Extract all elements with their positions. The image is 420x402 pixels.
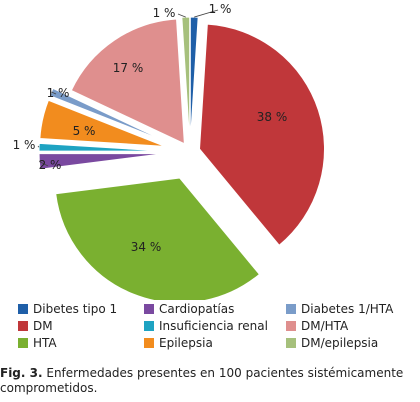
pie-slice-dm-epilepsia [181,16,191,143]
legend-item-epilepsia: Epilepsia [144,336,213,350]
pie-slice-dm-hta [70,18,185,145]
pie-slice-epilepsia [39,99,165,147]
legend-swatch [286,321,296,331]
legend-swatch [18,304,28,314]
legend-swatch [286,304,296,314]
pie-slice-insuficiencia-renal [38,142,165,152]
pie-chart: 1 %38 %34 %2 %1 %5 %1 %17 %1 % [13,2,326,300]
pie-data-label: 1 % [47,86,70,100]
pie-data-label: 38 % [257,110,288,124]
pie-data-label: 1 % [13,138,36,152]
figure-caption: Fig. 3. Enfermedades presentes en 100 pa… [0,366,420,396]
legend-label: DM/HTA [301,319,349,333]
legend-item-dm: DM [18,319,53,333]
pie-slice-dm [198,23,326,246]
figure-label: Fig. 3. [0,366,43,380]
legend-item-hta: HTA [18,336,57,350]
pie-labels: 1 %38 %34 %2 %1 %5 %1 %17 %1 % [13,2,288,254]
leader-lines [37,9,219,167]
legend-item-diabetes-1-hta: Diabetes 1/HTA [286,302,393,316]
pie-data-label: 17 % [113,61,144,75]
leader-line [51,91,57,95]
pie-slice-hta [55,177,261,300]
legend-item-dm-hta: DM/HTA [286,319,348,333]
legend-label: DM/epilepsia [301,336,379,350]
legend-label: Cardiopatías [159,302,235,316]
pie-data-label: 34 % [131,240,162,254]
legend-item-insuficiencia-renal: Insuficiencia renal [144,319,268,333]
leader-line [39,161,49,167]
leader-line [194,9,219,18]
leader-line [37,145,40,148]
legend-swatch [286,338,296,348]
legend-swatch [144,338,154,348]
pie-data-label: 1 % [209,2,232,16]
figure-caption-text: Enfermedades presentes en 100 pacientes … [0,366,404,395]
legend-label: Epilepsia [159,336,213,350]
legend-label: DM [33,319,53,333]
legend-swatch [18,321,28,331]
pie-slice-dibetes-tipo-1 [189,16,199,143]
pie-data-label: 2 % [39,158,62,172]
legend-label: Dibetes tipo 1 [33,302,118,316]
legend-swatch [18,338,28,348]
legend-swatch [144,321,154,331]
legend-item-dibetes-tipo-1: Dibetes tipo 1 [18,302,117,316]
legend-item-dm-epilepsia: DM/epilepsia [286,336,378,350]
leader-line [177,13,186,18]
legend-swatch [144,304,154,314]
pie-data-label: 5 % [73,124,96,138]
legend-label: HTA [33,336,57,350]
pie-slice-diabetes-1-hta [49,87,167,143]
legend-label: Insuficiencia renal [159,319,268,333]
legend-label: Diabetes 1/HTA [301,302,394,316]
pie-slices [38,16,326,300]
legend-item-cardiopatias: Cardiopatías [144,302,234,316]
pie-data-label: 1 % [153,6,176,20]
